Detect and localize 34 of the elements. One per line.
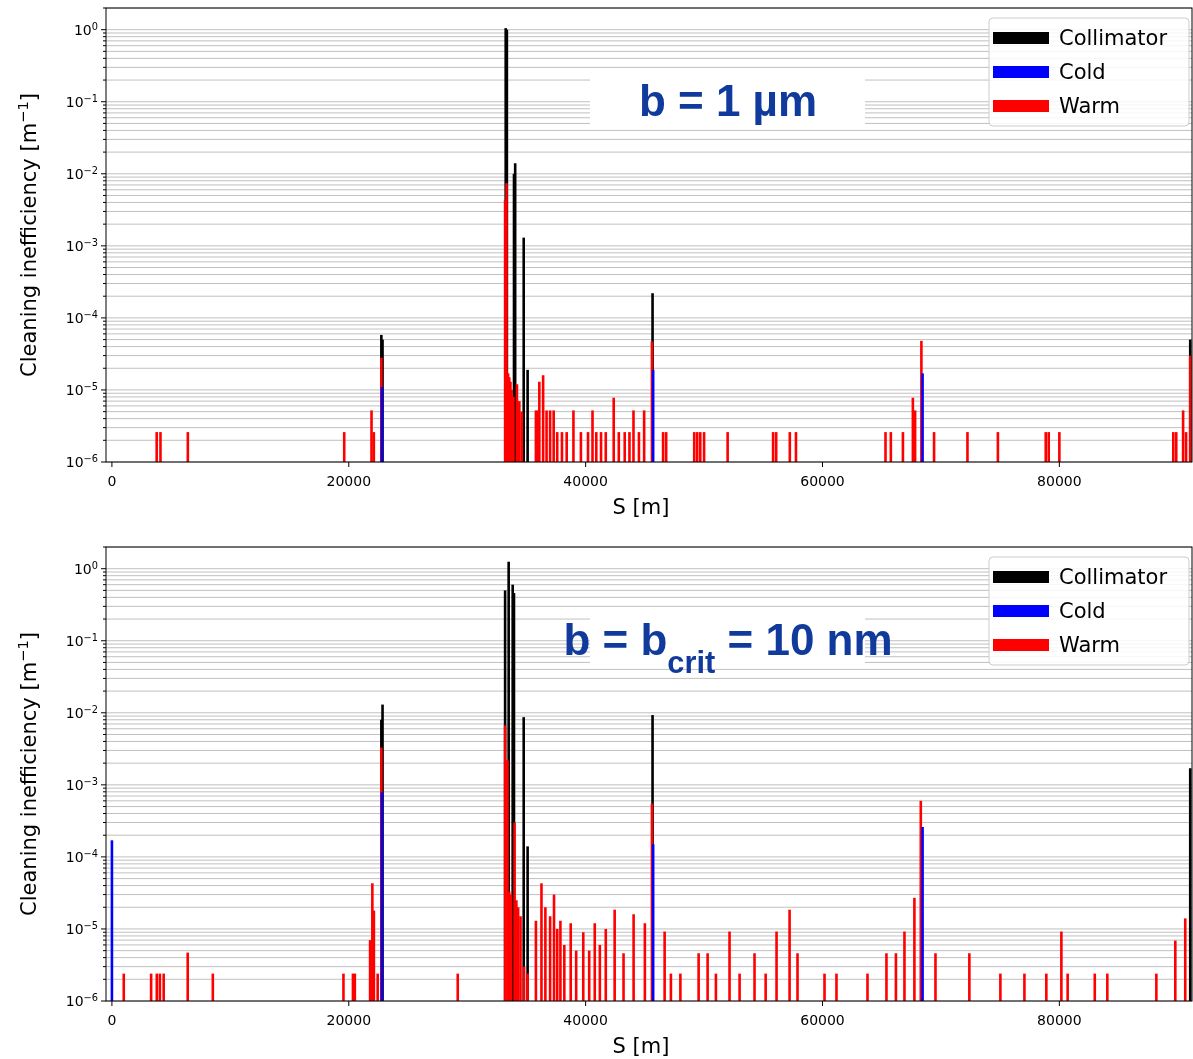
y-tick-label: 10$^{−4}$ [65,847,98,865]
x-axis-title: S [m] [612,495,670,519]
y-tick-label: 10$^{−6}$ [65,991,98,1009]
x-tick-label: 80000 [1037,1012,1082,1028]
x-tick-label: 0 [107,473,117,489]
y-tick-label: 10$^{−3}$ [65,236,98,254]
y-tick-label: 10$^{−5}$ [65,919,98,937]
y-tick-label: 10$^{−4}$ [65,308,98,326]
y-tick-label: 10$^{−1}$ [65,631,98,649]
y-tick-label: 10$^{−2}$ [65,703,98,721]
x-tick-label: 60000 [800,473,845,489]
annotation: b = 1 µm [638,76,818,125]
y-tick-label: 10$^{0}$ [73,559,98,577]
x-tick-label: 20000 [326,1012,372,1028]
x-tick-label: 0 [107,1012,117,1028]
x-tick-label: 20000 [326,473,372,489]
annotation: b = b$_{crit}$ = 10 nm [563,615,893,680]
y-tick-label: 10$^{−1}$ [65,92,98,110]
y-tick-label: 10$^{−6}$ [65,452,98,470]
legend-label: Collimator [1059,26,1168,51]
x-tick-label: 60000 [800,1012,845,1028]
y-tick-label: 10$^{−2}$ [65,164,98,182]
x-tick-label: 40000 [563,473,608,489]
legend-label: Cold [1059,599,1106,624]
x-tick-label: 80000 [1037,473,1082,489]
legend-label: Collimator [1059,565,1168,590]
legend-label: Cold [1059,60,1106,85]
y-tick-label: 10$^{−5}$ [65,380,98,398]
legend-label: Warm [1059,633,1121,658]
y-tick-label: 10$^{0}$ [73,20,98,38]
y-tick-label: 10$^{−3}$ [65,775,98,793]
x-axis-title: S [m] [612,1034,670,1058]
x-tick-label: 40000 [563,1012,608,1028]
legend-label: Warm [1059,94,1121,119]
